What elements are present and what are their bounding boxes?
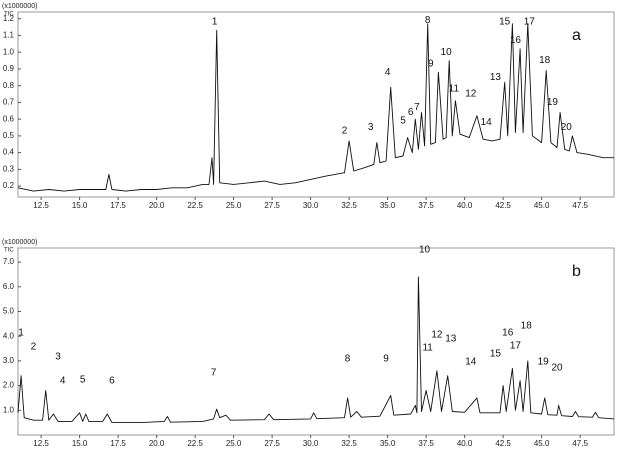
y-tick-label: 1.1 <box>3 31 15 40</box>
x-tick-label: 32.5 <box>341 201 357 210</box>
y-tick-label: 1.0 <box>3 47 15 56</box>
peak-label: 2 <box>31 342 37 353</box>
peak-label: 19 <box>547 97 559 108</box>
chromatogram-trace <box>17 23 614 192</box>
x-tick-label: 40.0 <box>457 439 473 448</box>
peak-label: 14 <box>481 117 493 128</box>
y-tick-label: 0.8 <box>3 81 15 90</box>
x-tick-label: 47.5 <box>572 439 588 448</box>
peak-label: 15 <box>499 17 511 28</box>
peak-label: 7 <box>211 368 217 379</box>
x-tick-label: 25.0 <box>226 201 242 210</box>
y-tick-label: 0.6 <box>3 114 15 123</box>
y-tick-label: 3.0 <box>3 356 15 365</box>
peak-label: 13 <box>490 72 502 83</box>
y-unit: (x1000000) <box>2 3 37 10</box>
chromatogram-trace <box>17 276 615 424</box>
x-tick-label: 17.5 <box>110 201 126 210</box>
y-tick-label: 7.0 <box>3 257 15 266</box>
peak-label: 5 <box>400 115 406 126</box>
peak-label: 15 <box>490 349 502 360</box>
peak-label: 10 <box>419 245 431 256</box>
peak-label: 12 <box>431 330 443 341</box>
peak-label: 11 <box>449 84 460 95</box>
peak-label: 6 <box>109 376 115 387</box>
peak-label: 8 <box>425 15 431 26</box>
x-tick-label: 20.0 <box>149 439 165 448</box>
x-tick-label: 30.0 <box>303 439 319 448</box>
x-tick-label: 32.5 <box>341 439 357 448</box>
peak-label: 17 <box>524 17 536 28</box>
x-tick-label: 12.5 <box>33 201 49 210</box>
y-tick-label: 0.5 <box>3 131 15 140</box>
peak-label: 1 <box>212 17 218 28</box>
peak-label: 17 <box>510 341 522 352</box>
plot-frame <box>17 247 615 436</box>
peak-label: 20 <box>551 363 563 374</box>
peak-label: 11 <box>422 343 433 354</box>
peak-label: 16 <box>502 328 514 339</box>
peak-label: 18 <box>539 55 551 66</box>
peak-label: 9 <box>428 59 434 70</box>
peak-label: 7 <box>414 102 420 113</box>
peak-label: 13 <box>445 334 457 345</box>
x-tick-label: 22.5 <box>187 201 203 210</box>
x-tick-label: 15.0 <box>72 201 88 210</box>
x-tick-label: 17.5 <box>110 439 126 448</box>
peak-label: 3 <box>55 352 61 363</box>
y-tick-label: 5.0 <box>3 307 15 316</box>
y-tick-label: 0.9 <box>3 64 15 73</box>
panel-label: b <box>572 263 581 280</box>
peak-label: 3 <box>368 122 374 133</box>
y-tick-label: 0.4 <box>3 148 15 157</box>
peak-label: 5 <box>80 375 86 386</box>
x-tick-label: 35.0 <box>380 201 396 210</box>
peak-label: 10 <box>441 47 453 58</box>
peak-label: 18 <box>521 321 533 332</box>
y-tick-label: 0.7 <box>3 98 15 107</box>
peak-label: 19 <box>538 357 550 368</box>
y-tick-label: 6.0 <box>3 282 15 291</box>
peak-label: 12 <box>465 89 477 100</box>
x-tick-label: 27.5 <box>264 201 280 210</box>
plot-frame <box>17 11 615 198</box>
peak-label: 20 <box>561 122 573 133</box>
y-tick-label: 1.0 <box>3 405 15 414</box>
peak-label: 4 <box>60 376 66 387</box>
peak-label: 14 <box>465 357 477 368</box>
peak-label: 2 <box>342 126 348 137</box>
x-tick-label: 35.0 <box>380 439 396 448</box>
x-tick-label: 37.5 <box>418 439 434 448</box>
y-label: TIC <box>4 248 14 254</box>
panel-label: a <box>572 27 581 44</box>
y-tick-label: 1.2 <box>3 14 15 23</box>
x-tick-label: 20.0 <box>149 201 165 210</box>
x-tick-label: 45.0 <box>534 201 550 210</box>
x-tick-label: 27.5 <box>264 439 280 448</box>
x-tick-label: 30.0 <box>303 201 319 210</box>
x-tick-label: 12.5 <box>33 439 49 448</box>
x-tick-label: 37.5 <box>418 201 434 210</box>
y-tick-label: 4.0 <box>3 331 15 340</box>
peak-label: 9 <box>383 354 389 365</box>
y-label: TIC <box>4 12 14 18</box>
y-tick-label: 2.0 <box>3 381 15 390</box>
x-tick-label: 40.0 <box>457 201 473 210</box>
peak-label: 6 <box>408 107 414 118</box>
x-tick-label: 42.5 <box>495 439 511 448</box>
peak-label: 1 <box>18 328 24 339</box>
y-tick-label: 0.2 <box>3 181 15 190</box>
y-tick-label: 0.3 <box>3 164 15 173</box>
peak-label: 8 <box>345 354 351 365</box>
x-tick-label: 42.5 <box>495 201 511 210</box>
x-tick-label: 22.5 <box>187 439 203 448</box>
x-tick-label: 45.0 <box>534 439 550 448</box>
x-tick-label: 25.0 <box>226 439 242 448</box>
x-tick-label: 15.0 <box>72 439 88 448</box>
y-unit: (x1000000) <box>2 239 37 246</box>
peak-label: 4 <box>385 67 391 78</box>
peak-label: 16 <box>510 35 522 46</box>
x-tick-label: 47.5 <box>572 201 588 210</box>
